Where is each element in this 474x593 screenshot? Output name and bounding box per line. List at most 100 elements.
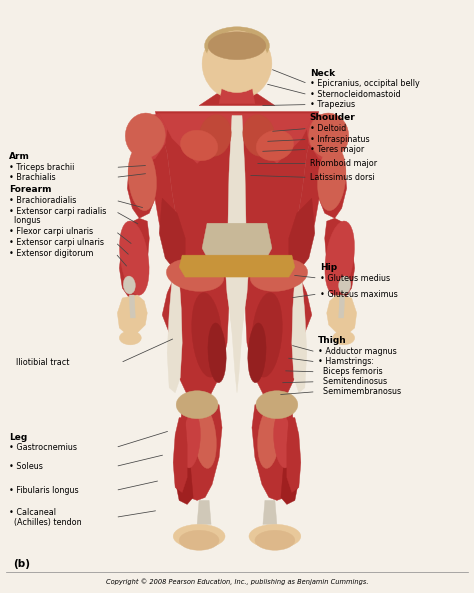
Polygon shape — [252, 404, 295, 500]
Text: • Calcaneal: • Calcaneal — [9, 508, 55, 517]
Polygon shape — [292, 278, 307, 393]
Polygon shape — [128, 144, 157, 218]
Text: (b): (b) — [13, 559, 30, 569]
Ellipse shape — [309, 113, 349, 158]
Text: • Gluteus medius: • Gluteus medius — [320, 273, 390, 282]
Text: longus: longus — [9, 216, 40, 225]
Ellipse shape — [256, 130, 293, 161]
Polygon shape — [199, 94, 275, 106]
Ellipse shape — [208, 323, 226, 382]
Text: Semimembranosus: Semimembranosus — [318, 387, 401, 396]
Ellipse shape — [255, 530, 295, 550]
Text: • Hamstrings:: • Hamstrings: — [318, 358, 374, 366]
Polygon shape — [327, 295, 356, 335]
Ellipse shape — [192, 293, 222, 377]
Text: Neck: Neck — [310, 69, 335, 78]
Ellipse shape — [338, 276, 351, 294]
Ellipse shape — [258, 407, 280, 468]
Ellipse shape — [325, 221, 355, 295]
Text: • Extensor digitorum: • Extensor digitorum — [9, 248, 93, 257]
Text: • Sternocleidomastoid: • Sternocleidomastoid — [310, 90, 401, 99]
Ellipse shape — [179, 530, 219, 550]
Polygon shape — [118, 295, 147, 335]
Text: Thigh: Thigh — [318, 336, 346, 345]
Polygon shape — [225, 263, 249, 343]
Text: Biceps femoris: Biceps femoris — [318, 367, 383, 377]
Ellipse shape — [125, 113, 165, 158]
Polygon shape — [179, 255, 295, 277]
Ellipse shape — [166, 259, 224, 291]
Ellipse shape — [176, 391, 218, 419]
Text: Arm: Arm — [9, 152, 29, 161]
Polygon shape — [287, 417, 301, 492]
Ellipse shape — [182, 413, 201, 468]
Polygon shape — [179, 404, 222, 500]
Ellipse shape — [273, 413, 292, 468]
Ellipse shape — [173, 524, 225, 549]
Ellipse shape — [194, 407, 216, 468]
Ellipse shape — [252, 293, 282, 377]
Ellipse shape — [199, 114, 231, 157]
Text: Forearm: Forearm — [9, 185, 51, 194]
Text: (Achilles) tendon: (Achilles) tendon — [9, 518, 82, 527]
Ellipse shape — [119, 221, 149, 295]
Polygon shape — [129, 113, 167, 164]
Ellipse shape — [318, 146, 346, 211]
Ellipse shape — [119, 331, 141, 345]
Text: • Teres major: • Teres major — [310, 145, 364, 154]
Text: Shoulder: Shoulder — [310, 113, 356, 122]
Polygon shape — [245, 275, 302, 401]
Polygon shape — [247, 275, 312, 341]
Polygon shape — [197, 500, 211, 524]
Polygon shape — [325, 218, 355, 298]
Text: Semitendinosus: Semitendinosus — [318, 377, 387, 386]
Text: Iliotibial tract: Iliotibial tract — [16, 358, 69, 367]
Text: • Fibularis longus: • Fibularis longus — [9, 486, 78, 495]
Ellipse shape — [208, 32, 266, 60]
Text: • Infraspinatus: • Infraspinatus — [310, 135, 369, 144]
Polygon shape — [228, 116, 246, 258]
Polygon shape — [281, 442, 299, 505]
Text: • Extensor carpi radialis: • Extensor carpi radialis — [9, 207, 106, 216]
Ellipse shape — [205, 27, 269, 65]
Ellipse shape — [202, 28, 272, 100]
Ellipse shape — [128, 146, 156, 211]
Polygon shape — [339, 295, 345, 318]
Text: Copyright © 2008 Pearson Education, Inc., publishing as Benjamin Cummings.: Copyright © 2008 Pearson Education, Inc.… — [106, 579, 368, 585]
Text: • Brachialis: • Brachialis — [9, 173, 55, 182]
Text: Latissimus dorsi: Latissimus dorsi — [310, 173, 374, 182]
Text: • Triceps brachii: • Triceps brachii — [9, 163, 74, 172]
Ellipse shape — [333, 331, 355, 345]
Text: • Gluteus maximus: • Gluteus maximus — [320, 289, 398, 298]
Text: Rhomboid major: Rhomboid major — [310, 159, 377, 168]
Polygon shape — [149, 123, 185, 273]
Text: • Epicranius, occipital belly: • Epicranius, occipital belly — [310, 79, 419, 88]
Polygon shape — [159, 198, 185, 273]
Polygon shape — [167, 278, 182, 393]
Ellipse shape — [250, 259, 308, 291]
Text: • Trapezius: • Trapezius — [310, 100, 355, 109]
Text: • Soleus: • Soleus — [9, 462, 43, 471]
Ellipse shape — [243, 114, 275, 157]
Polygon shape — [263, 500, 277, 524]
Text: • Extensor carpi ulnaris: • Extensor carpi ulnaris — [9, 238, 104, 247]
Text: • Deltoid: • Deltoid — [310, 124, 346, 133]
Ellipse shape — [181, 130, 218, 161]
Polygon shape — [317, 144, 346, 218]
Polygon shape — [307, 113, 345, 164]
Polygon shape — [173, 417, 187, 492]
Polygon shape — [155, 111, 319, 263]
Text: • Gastrocnemius: • Gastrocnemius — [9, 443, 77, 452]
Polygon shape — [159, 113, 315, 164]
Polygon shape — [219, 84, 255, 104]
Polygon shape — [227, 275, 247, 393]
Polygon shape — [175, 442, 193, 505]
Text: • Flexor carpi ulnaris: • Flexor carpi ulnaris — [9, 227, 93, 235]
Polygon shape — [119, 218, 149, 298]
Polygon shape — [129, 295, 135, 318]
Ellipse shape — [123, 276, 136, 294]
Text: Hip: Hip — [320, 263, 337, 272]
Polygon shape — [202, 223, 272, 261]
Polygon shape — [289, 123, 325, 273]
Ellipse shape — [249, 524, 301, 549]
